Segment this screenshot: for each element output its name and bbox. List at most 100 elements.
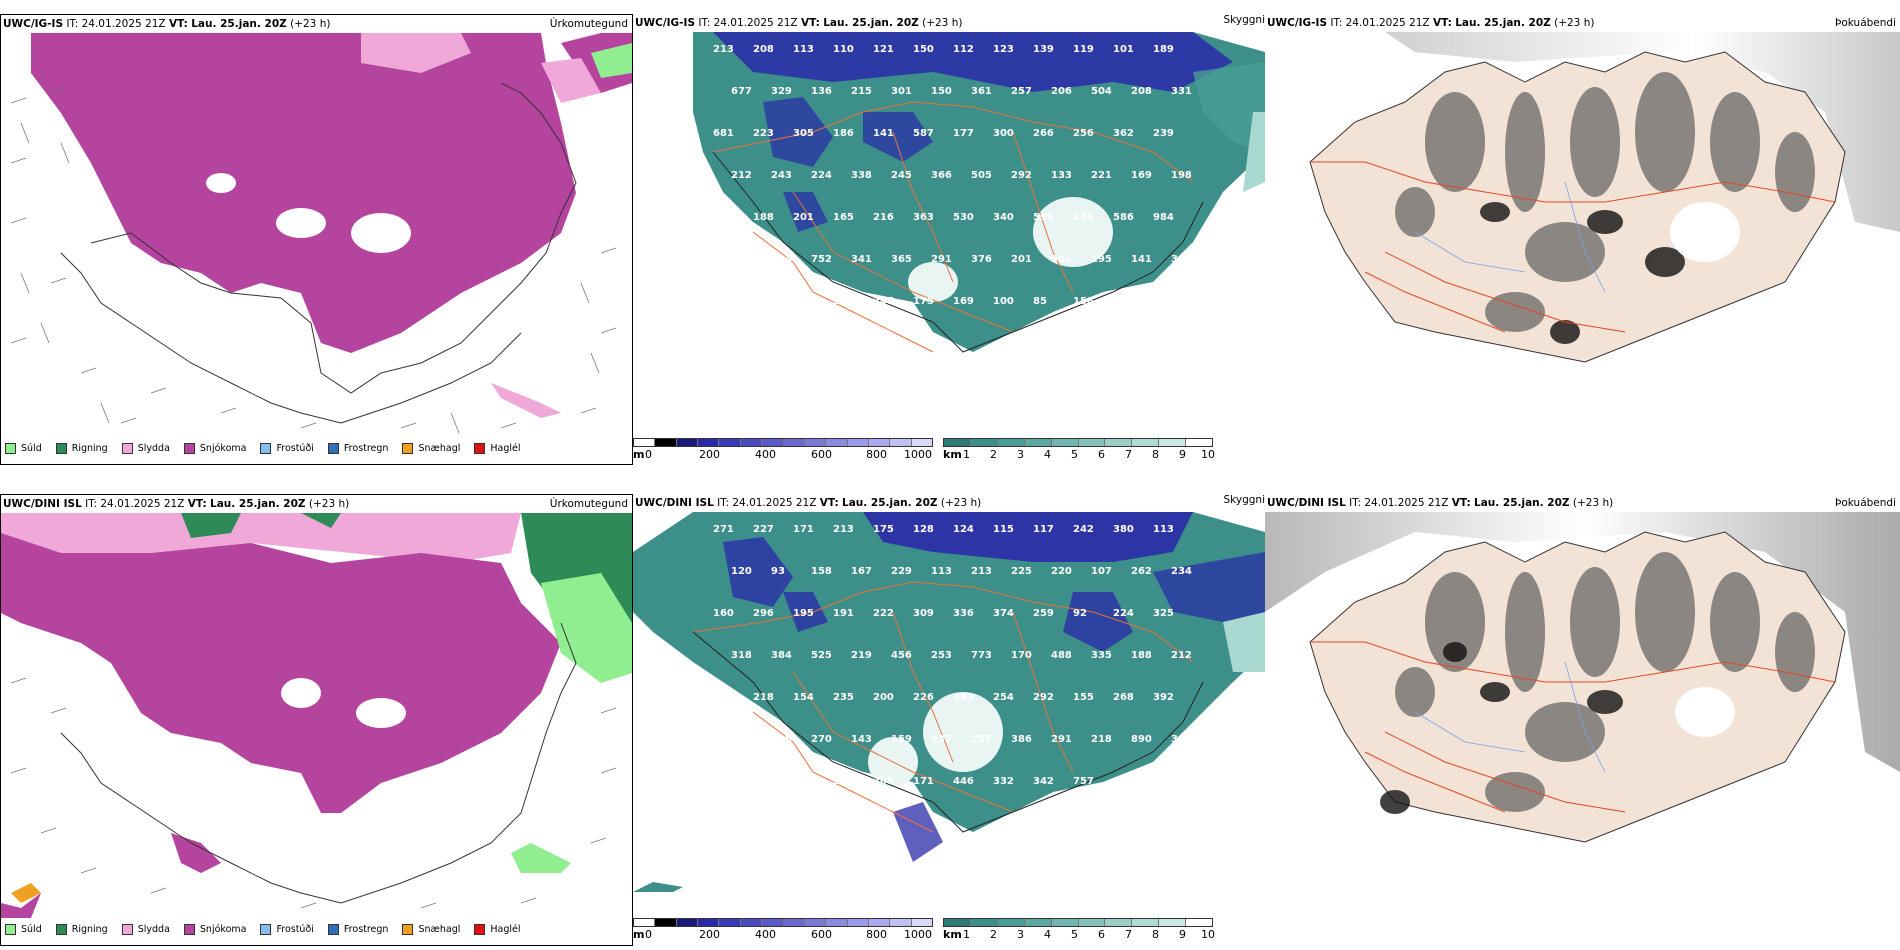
legend-swatch [121, 442, 133, 454]
vt-value: Lau. 25.jan. 20Z [191, 18, 287, 30]
legend-label: Snjókoma [199, 442, 247, 454]
panel-title: Þokuábendi [1835, 497, 1896, 509]
height-label: 454 [713, 296, 734, 307]
lead-time: (+23 h) [940, 497, 982, 509]
height-label: 169 [1131, 170, 1152, 181]
vt-value: Lau. 25.jan. 20Z [210, 498, 306, 510]
fog-map [1265, 512, 1900, 892]
height-label: 338 [851, 170, 872, 181]
height-label: 200 [873, 692, 894, 703]
height-label: 113 [931, 566, 952, 577]
panel-header: UWC/DINI ISL IT: 24.01.2025 21Z VT: Lau.… [633, 494, 1265, 512]
vt-label: VT: [1451, 497, 1471, 509]
height-label: 291 [1051, 734, 1072, 745]
visibility-colorbar: km 1 2 3 4 5 6 7 8 9 10 [943, 918, 1215, 941]
legend-label: Haglél [490, 442, 521, 454]
height-tick: 600 [811, 448, 832, 461]
height-label: 11 [793, 296, 807, 307]
height-label: 383 [953, 692, 974, 703]
visibility-map: 213 208 113 110 121 150 112 123 139 119 101 189 677 3… [633, 32, 1265, 412]
legend-item: Snæhagl [402, 442, 461, 454]
it-label: IT: [698, 17, 711, 29]
height-label: 319 [833, 776, 854, 787]
legend-swatch [55, 923, 67, 935]
legend-item: Snjókoma [183, 923, 247, 935]
model-name: UWC/IG-IS [3, 18, 64, 30]
it-label: IT: [717, 497, 730, 509]
model-name: UWC/IG-IS [1267, 17, 1328, 29]
model-name: UWC/DINI ISL [3, 498, 82, 510]
height-tick: 400 [755, 448, 776, 461]
model-name: UWC/DINI ISL [635, 497, 714, 509]
height-label: 160 [713, 608, 734, 619]
vt-value: Lau. 25.jan. 20Z [1474, 497, 1570, 509]
height-label: 504 [1091, 86, 1112, 97]
height-label: 329 [771, 86, 792, 97]
height-label: 264 [811, 818, 832, 829]
panel-header: UWC/DINI ISL IT: 24.01.2025 21Z VT: Lau.… [1, 495, 632, 513]
height-label: 525 [811, 650, 832, 661]
height-label: 186 [833, 128, 854, 139]
height-label: 234 [1171, 566, 1192, 577]
height-label: 189 [1153, 44, 1174, 55]
vt-label: VT: [1432, 17, 1452, 29]
height-label: 347 [873, 296, 894, 307]
fog-roads [1310, 641, 1836, 813]
vt-label: VT: [800, 17, 820, 29]
iceland-outline [60, 82, 577, 424]
height-label: 270 [811, 734, 832, 745]
height-label: 336 [953, 608, 974, 619]
height-label: 85 [1033, 296, 1047, 307]
legend-label: Haglél [490, 923, 521, 935]
panel-title: Skyggni [1223, 14, 1266, 26]
it-label: IT: [1349, 497, 1362, 509]
legend-label: Snæhagl [418, 442, 461, 454]
height-label: 112 [953, 44, 974, 55]
height-label: 257 [971, 734, 992, 745]
height-label: 262 [1131, 566, 1152, 577]
panel-title: Þokuábendi [1835, 17, 1896, 29]
height-label: 301 [891, 86, 912, 97]
vis-tick: 9 [1179, 928, 1186, 941]
height-tick: 200 [699, 928, 720, 941]
height-colorbar: m 0 200 400 600 800 1000 [633, 438, 933, 461]
height-label: 175 [873, 524, 894, 535]
height-label: 482 [753, 776, 774, 787]
height-label: 257 [1011, 86, 1032, 97]
legend-swatch [55, 442, 67, 454]
vis-tick: 3 [1017, 448, 1024, 461]
legend-item: Haglél [474, 923, 521, 935]
height-unit: m [633, 928, 645, 941]
height-label: 984 [771, 254, 792, 265]
height-label: 235 [833, 692, 854, 703]
height-label: 363 [913, 212, 934, 223]
legend-item: Haglél [474, 442, 521, 454]
height-label: 268 [1113, 692, 1134, 703]
height-label: 206 [1051, 86, 1072, 97]
vt-label: VT: [187, 498, 207, 510]
height-label: 332 [993, 776, 1014, 787]
panel-header: UWC/IG-IS IT: 24.01.2025 21Z VT: Lau. 25… [1, 15, 632, 33]
precip-map [1, 33, 632, 438]
height-label: 239 [1153, 128, 1174, 139]
legend-label: Snjókoma [199, 923, 247, 935]
height-label: 384 [771, 650, 792, 661]
visibility-panel-top: UWC/IG-IS IT: 24.01.2025 21Z VT: Lau. 25… [633, 14, 1329, 465]
legend-item: Snæhagl [402, 923, 460, 935]
vis-tick: 4 [1044, 448, 1051, 461]
it-label: IT: [85, 498, 98, 510]
height-label: 213 [713, 44, 734, 55]
vis-tick: 7 [1125, 448, 1132, 461]
height-label: 296 [753, 608, 774, 619]
height-label: 218 [1091, 734, 1112, 745]
height-label: 222 [873, 608, 894, 619]
legend-label: Slydda [137, 923, 170, 935]
height-label: 158 [811, 566, 832, 577]
height-label: 386 [1011, 734, 1032, 745]
height-label: 165 [833, 212, 854, 223]
height-label: 318 [731, 650, 752, 661]
snow-region [1, 533, 561, 813]
height-label: 259 [1033, 608, 1054, 619]
vis-tick: 1 [963, 448, 970, 461]
vt-value: Lau. 25.jan. 20Z [1455, 17, 1551, 29]
